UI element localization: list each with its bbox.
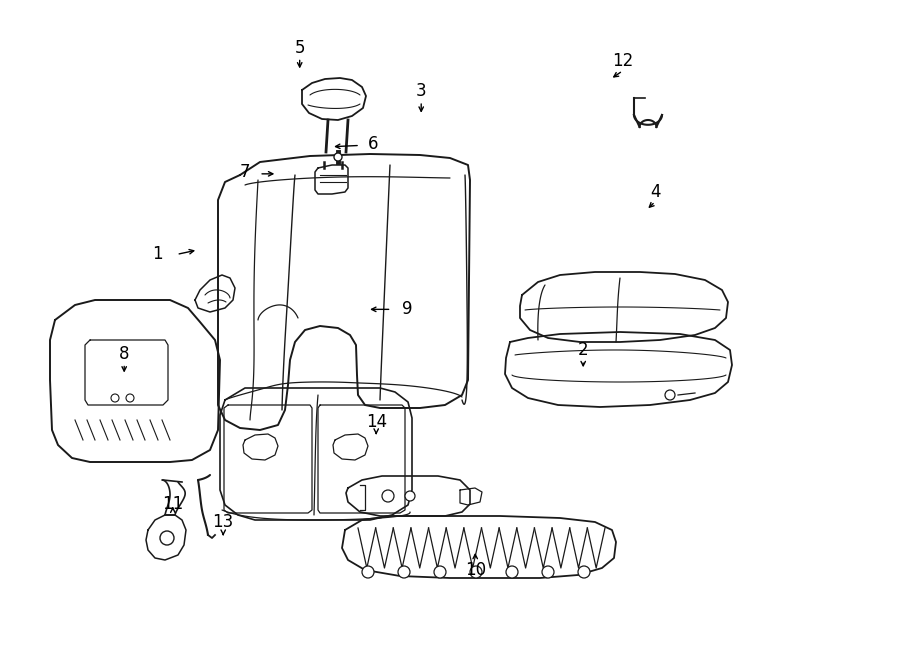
Polygon shape (218, 154, 470, 430)
Text: 9: 9 (401, 300, 412, 319)
Polygon shape (315, 165, 348, 194)
Text: 11: 11 (162, 494, 184, 513)
Circle shape (542, 566, 554, 578)
Polygon shape (520, 272, 728, 342)
Text: 1: 1 (152, 245, 163, 264)
Circle shape (506, 566, 518, 578)
Polygon shape (50, 300, 220, 462)
Polygon shape (243, 434, 278, 460)
Text: 5: 5 (294, 38, 305, 57)
Polygon shape (460, 488, 482, 505)
Text: 13: 13 (212, 513, 234, 531)
Text: 3: 3 (416, 82, 427, 100)
Circle shape (334, 153, 342, 161)
Circle shape (382, 490, 394, 502)
Polygon shape (302, 78, 366, 120)
Circle shape (398, 566, 410, 578)
Polygon shape (146, 515, 186, 560)
Circle shape (362, 566, 374, 578)
Circle shape (578, 566, 590, 578)
Circle shape (126, 394, 134, 402)
Text: 14: 14 (365, 412, 387, 431)
Text: 4: 4 (650, 182, 661, 201)
Circle shape (405, 491, 415, 501)
Circle shape (160, 531, 174, 545)
Circle shape (111, 394, 119, 402)
Circle shape (665, 390, 675, 400)
Text: 7: 7 (239, 163, 250, 181)
Circle shape (470, 566, 482, 578)
Text: 8: 8 (119, 344, 130, 363)
Polygon shape (85, 340, 168, 405)
Polygon shape (333, 434, 368, 460)
Circle shape (434, 566, 446, 578)
Text: 12: 12 (612, 52, 634, 70)
Text: 2: 2 (578, 341, 589, 360)
Polygon shape (220, 388, 412, 520)
Polygon shape (505, 332, 732, 407)
Polygon shape (195, 275, 235, 312)
Polygon shape (342, 516, 616, 578)
Text: 10: 10 (464, 561, 486, 579)
Polygon shape (346, 476, 470, 516)
Text: 6: 6 (368, 135, 379, 153)
